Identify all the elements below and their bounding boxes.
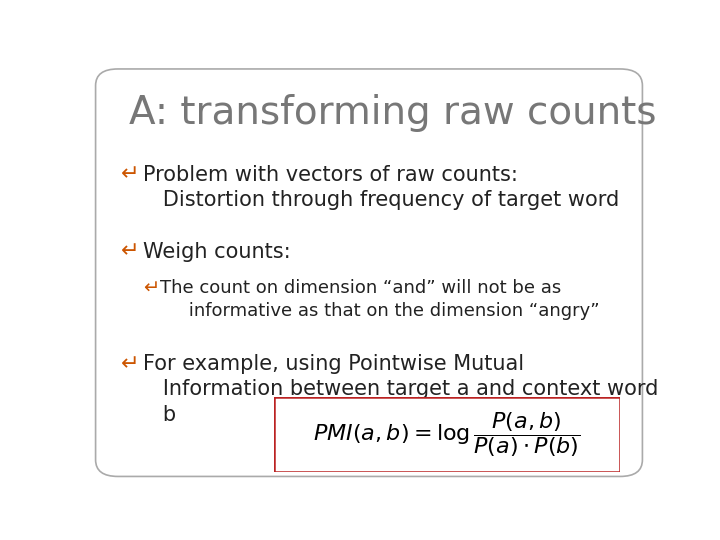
Text: ↵: ↵ bbox=[121, 165, 139, 185]
Text: A: transforming raw counts: A: transforming raw counts bbox=[129, 94, 657, 132]
Text: ↵: ↵ bbox=[143, 279, 159, 298]
FancyBboxPatch shape bbox=[96, 69, 642, 476]
Text: Problem with vectors of raw counts:
   Distortion through frequency of target wo: Problem with vectors of raw counts: Dist… bbox=[143, 165, 619, 210]
Text: ↵: ↵ bbox=[121, 354, 139, 374]
Text: The count on dimension “and” will not be as
     informative as that on the dime: The count on dimension “and” will not be… bbox=[160, 279, 599, 320]
Text: Weigh counts:: Weigh counts: bbox=[143, 241, 291, 261]
Text: For example, using Pointwise Mutual
   Information between target a and context : For example, using Pointwise Mutual Info… bbox=[143, 354, 658, 425]
Text: ↵: ↵ bbox=[121, 241, 139, 261]
